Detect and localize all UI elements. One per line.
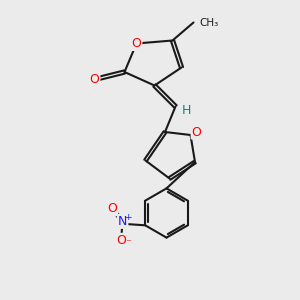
Text: O: O (90, 73, 99, 86)
Text: H: H (181, 104, 191, 118)
Text: O: O (107, 202, 117, 215)
Text: O: O (192, 125, 201, 139)
Text: O: O (116, 234, 126, 247)
Text: CH₃: CH₃ (200, 17, 219, 28)
Text: ⁻: ⁻ (125, 238, 131, 248)
Text: +: + (124, 213, 132, 222)
Text: O: O (132, 37, 141, 50)
Text: N: N (118, 215, 128, 228)
